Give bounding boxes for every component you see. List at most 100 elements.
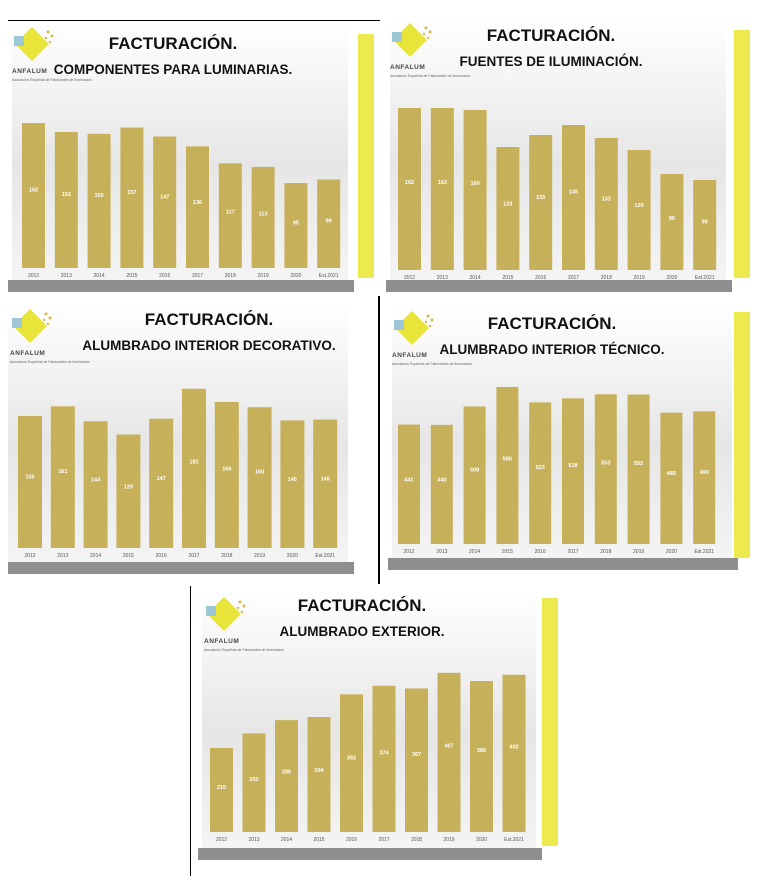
chart-title: FACTURACIÓN. bbox=[486, 26, 616, 45]
bar-est2021 bbox=[693, 411, 716, 544]
x-tick-label: 2020 bbox=[666, 549, 677, 555]
x-tick-label: 2015 bbox=[123, 553, 134, 559]
logo-brand-text: ANFALUM bbox=[392, 352, 428, 359]
x-tick-label: 2014 bbox=[281, 837, 292, 843]
bar-2016 bbox=[149, 418, 174, 548]
x-tick-label: 2020 bbox=[290, 273, 301, 279]
bar-value-label: 386 bbox=[477, 748, 486, 754]
bar-value-label: 135 bbox=[536, 195, 545, 201]
x-tick-label: 2013 bbox=[248, 837, 259, 843]
bar-value-label: 145 bbox=[288, 477, 297, 483]
x-tick-label: 2020 bbox=[287, 553, 298, 559]
bar-value-label: 99 bbox=[326, 218, 332, 224]
bar-value-label: 440 bbox=[437, 477, 446, 483]
anfalum-logo-icon bbox=[12, 309, 52, 343]
bottom-divider-line bbox=[190, 586, 191, 876]
bar-2020 bbox=[280, 420, 305, 548]
anfalum-logo-icon bbox=[394, 311, 434, 345]
bar-2019 bbox=[251, 166, 275, 268]
logo-brand-text: ANFALUM bbox=[204, 638, 240, 645]
chart-panel-interior-decorativo: 150 2012 161 2013 144 2014 129 2015 147 2016 181 20… bbox=[8, 302, 370, 576]
bar-value-label: 146 bbox=[321, 476, 330, 482]
bar-value-label: 160 bbox=[471, 181, 480, 187]
bar-2018 bbox=[214, 401, 239, 548]
anfalum-logo: ANFALUM Asociación Española de Fabricant… bbox=[392, 310, 472, 370]
bar-2012 bbox=[18, 416, 42, 548]
bar-2018 bbox=[594, 394, 617, 544]
x-tick-label: 2017 bbox=[192, 273, 203, 279]
x-tick-label: 2020 bbox=[666, 275, 677, 281]
bar-value-label: 145 bbox=[569, 189, 578, 195]
chart-title-block: FACTURACIÓN. FUENTES DE ILUMINACIÓN. bbox=[386, 26, 716, 69]
bar-value-label: 552 bbox=[634, 461, 643, 467]
bar-value-label: 136 bbox=[193, 200, 202, 206]
bar-2014 bbox=[87, 133, 111, 268]
x-tick-label: 2019 bbox=[634, 275, 645, 281]
bar-2018 bbox=[218, 163, 242, 268]
anfalum-logo: ANFALUM Asociación Española de Fabricant… bbox=[390, 22, 470, 82]
bar-2014 bbox=[83, 421, 108, 548]
bar-2019 bbox=[437, 672, 461, 832]
bar-2012 bbox=[22, 123, 45, 268]
bar-value-label: 147 bbox=[160, 195, 169, 201]
anfalum-logo-icon bbox=[392, 23, 432, 57]
bar-value-label: 150 bbox=[95, 193, 104, 199]
bar-value-label: 162 bbox=[438, 180, 447, 186]
x-tick-label: 2016 bbox=[535, 549, 546, 555]
bar-2020 bbox=[284, 183, 308, 268]
bar-2015 bbox=[120, 127, 144, 268]
x-tick-label: 2018 bbox=[600, 549, 611, 555]
x-tick-label: 2018 bbox=[411, 837, 422, 843]
anfalum-logo: ANFALUM Asociación Española de Fabricant… bbox=[204, 596, 284, 656]
x-tick-label: Est.2021 bbox=[319, 273, 339, 279]
bar-value-label: 161 bbox=[58, 469, 67, 475]
bar-value-label: 407 bbox=[444, 743, 453, 749]
bar-2019 bbox=[627, 150, 651, 270]
chart-subtitle: COMPONENTES PARA LUMINARIAS. bbox=[53, 62, 293, 77]
bar-value-label: 553 bbox=[601, 461, 610, 467]
x-tick-label: 2014 bbox=[470, 275, 481, 281]
chart-footer-bar bbox=[8, 280, 354, 292]
bar-value-label: 538 bbox=[568, 463, 577, 469]
bar-2016 bbox=[340, 694, 363, 832]
bar-value-label: 147 bbox=[157, 476, 166, 482]
bar-2014 bbox=[463, 406, 486, 544]
x-tick-label: 2015 bbox=[313, 837, 324, 843]
bar-est2021 bbox=[317, 179, 341, 268]
x-tick-label: Est.2021 bbox=[315, 553, 335, 559]
x-tick-label: 2013 bbox=[57, 553, 68, 559]
x-tick-label: 2018 bbox=[601, 275, 612, 281]
bar-est2021 bbox=[502, 674, 526, 832]
bar-2013 bbox=[50, 406, 75, 548]
bar-value-label: 580 bbox=[503, 457, 512, 463]
yellow-side-strip bbox=[542, 598, 558, 846]
anfalum-logo-icon bbox=[206, 597, 246, 631]
x-tick-label: 2012 bbox=[28, 273, 39, 279]
chart-subtitle: ALUMBRADO INTERIOR TÉCNICO. bbox=[439, 342, 665, 357]
bar-2015 bbox=[307, 717, 331, 832]
x-tick-label: 2012 bbox=[216, 837, 227, 843]
x-tick-label: 2016 bbox=[346, 837, 357, 843]
x-tick-label: 2012 bbox=[404, 275, 415, 281]
x-tick-label: 2018 bbox=[221, 553, 232, 559]
x-tick-label: 2019 bbox=[633, 549, 644, 555]
chart-subtitle: ALUMBRADO INTERIOR DECORATIVO. bbox=[82, 338, 336, 353]
x-tick-label: 2012 bbox=[24, 553, 35, 559]
bar-2020 bbox=[660, 412, 683, 544]
bar-value-label: 132 bbox=[602, 196, 611, 202]
chart-plot-area: 162 2012 152 2013 150 2014 157 2015 147 2016 136 20… bbox=[8, 22, 374, 292]
logo-sub-text: Asociación Española de Fabricantes de Il… bbox=[392, 362, 473, 366]
bar-value-label: 215 bbox=[217, 785, 226, 791]
chart-subtitle: ALUMBRADO EXTERIOR. bbox=[279, 624, 445, 639]
chart-subtitle: FUENTES DE ILUMINACIÓN. bbox=[459, 54, 643, 69]
x-tick-label: 2017 bbox=[567, 549, 578, 555]
bar-value-label: 367 bbox=[412, 752, 421, 758]
yellow-side-strip bbox=[734, 312, 750, 558]
chart-panel-componentes: 162 2012 152 2013 150 2014 157 2015 147 2016 136 20… bbox=[8, 22, 378, 294]
bar-2012 bbox=[398, 108, 421, 270]
bar-value-label: 96 bbox=[669, 216, 675, 222]
chart-panel-fuentes: 162 2012 162 2013 160 2014 123 2015 135 2016 145 20… bbox=[386, 20, 756, 294]
x-tick-label: Est.2021 bbox=[504, 837, 524, 843]
bar-2019 bbox=[247, 407, 272, 548]
chart-panel-interior-tecnico: 441 2012 440 2013 508 2014 580 2015 523 2016 538 20… bbox=[388, 306, 756, 578]
